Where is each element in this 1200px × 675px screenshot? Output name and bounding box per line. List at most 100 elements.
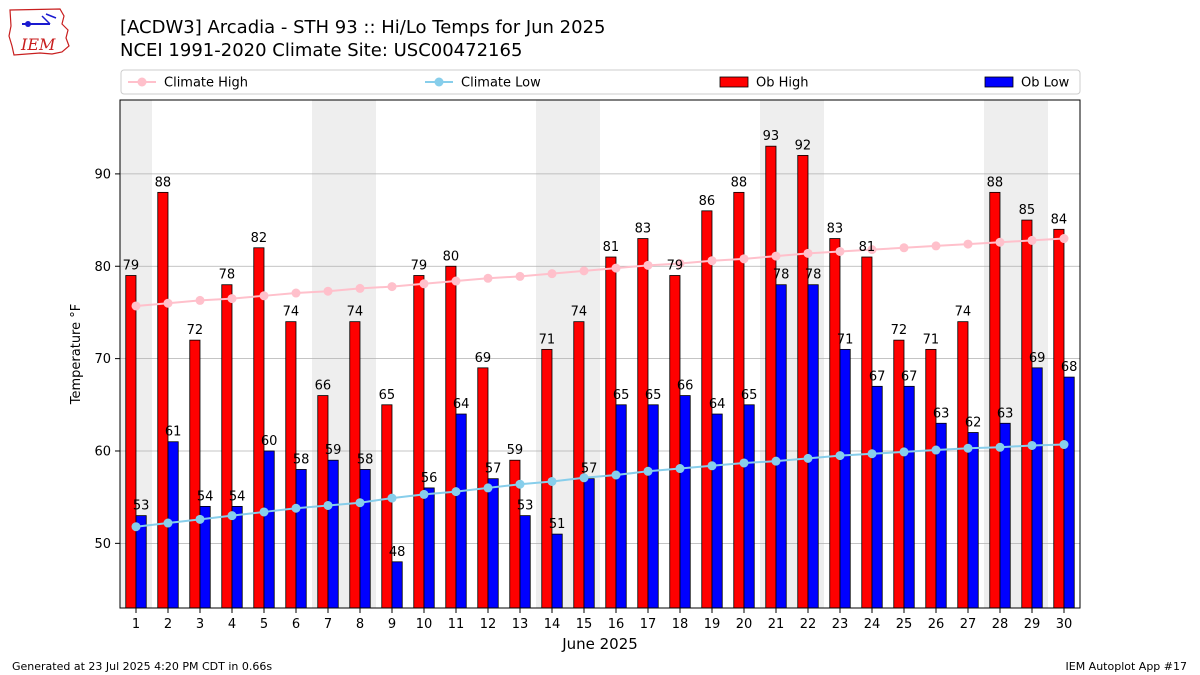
x-tick-label-26: 26	[928, 617, 945, 632]
bar-ob-low-24	[871, 385, 883, 609]
point-climate-high-19	[707, 256, 717, 266]
point-climate-high-12	[483, 273, 493, 283]
legend-swatch-ob-high	[719, 76, 749, 88]
y-axis-label: Temperature °F	[69, 304, 84, 405]
bar-ob-high-5	[253, 247, 265, 609]
point-climate-low-13	[515, 479, 525, 489]
bar-ob-high-26	[925, 348, 937, 609]
x-tick-label-13: 13	[512, 617, 529, 632]
label-ob-low-10: 56	[421, 471, 438, 486]
bar-ob-low-29	[1031, 367, 1043, 609]
label-ob-high-19: 86	[699, 194, 716, 209]
x-tick-label-16: 16	[608, 617, 625, 632]
label-ob-high-4: 78	[219, 268, 236, 283]
point-climate-high-9	[387, 282, 397, 292]
point-climate-low-16	[611, 470, 621, 480]
label-ob-high-17: 83	[635, 222, 652, 237]
bar-ob-low-22	[807, 284, 819, 609]
x-tick-label-11: 11	[448, 617, 465, 632]
label-ob-low-19: 64	[709, 397, 726, 412]
label-ob-low-25: 67	[901, 369, 918, 384]
legend-marker-climate-high	[137, 77, 147, 87]
x-tick-label-29: 29	[1024, 617, 1041, 632]
bar-ob-high-27	[957, 321, 969, 609]
x-tick-label-20: 20	[736, 617, 753, 632]
point-climate-high-26	[931, 241, 941, 251]
bar-ob-low-18	[679, 395, 691, 609]
bar-ob-low-30	[1063, 376, 1075, 609]
chart-subtitle: NCEI 1991-2020 Climate Site: USC00472165	[120, 40, 523, 61]
bar-ob-low-23	[839, 348, 851, 609]
y-tick-label-50: 50	[94, 537, 111, 552]
x-tick-label-9: 9	[388, 617, 396, 632]
bar-ob-low-7	[327, 459, 339, 609]
x-tick-label-27: 27	[960, 617, 977, 632]
label-ob-low-8: 58	[357, 452, 374, 467]
label-ob-low-14: 51	[549, 517, 566, 532]
point-climate-low-26	[931, 445, 941, 455]
label-ob-low-30: 68	[1061, 360, 1078, 375]
label-ob-high-1: 79	[123, 258, 140, 273]
legend-swatch-ob-low	[984, 76, 1014, 88]
label-ob-low-1: 53	[133, 499, 150, 514]
label-ob-low-21: 78	[773, 268, 790, 283]
legend: Climate High Climate Low Ob High Ob Low	[120, 69, 1081, 95]
x-tick-label-17: 17	[640, 617, 657, 632]
point-climate-low-21	[771, 456, 781, 466]
x-tick-label-23: 23	[832, 617, 849, 632]
label-ob-high-9: 65	[379, 388, 396, 403]
point-climate-low-19	[707, 461, 717, 471]
line-climate-low	[135, 443, 1065, 528]
plot-frame	[119, 99, 1081, 609]
point-climate-low-6	[291, 503, 301, 513]
x-tick-label-10: 10	[416, 617, 433, 632]
point-climate-low-28	[995, 442, 1005, 452]
x-tick-label-8: 8	[356, 617, 364, 632]
bar-ob-high-17	[637, 238, 649, 609]
bar-ob-high-21	[765, 145, 777, 609]
bar-ob-high-22	[797, 155, 809, 609]
bar-ob-low-21	[775, 284, 787, 609]
bar-ob-low-15	[583, 478, 595, 609]
label-ob-low-12: 57	[485, 462, 502, 477]
chart-title: [ACDW3] Arcadia - STH 93 :: Hi/Lo Temps …	[120, 17, 606, 38]
point-climate-low-23	[835, 451, 845, 461]
label-ob-low-20: 65	[741, 388, 758, 403]
label-ob-low-16: 65	[613, 388, 630, 403]
bar-ob-low-25	[903, 385, 915, 609]
label-ob-high-22: 92	[795, 138, 812, 153]
legend-label-ob-high: Ob High	[756, 76, 809, 91]
point-climate-low-25	[899, 447, 909, 457]
x-tick-label-28: 28	[992, 617, 1009, 632]
point-climate-low-7	[323, 500, 333, 510]
x-tick-label-25: 25	[896, 617, 913, 632]
point-climate-low-4	[227, 511, 237, 521]
label-ob-high-12: 69	[475, 351, 492, 366]
point-climate-high-1	[131, 301, 141, 311]
bar-ob-high-16	[605, 256, 617, 609]
point-climate-high-30	[1059, 234, 1069, 244]
point-climate-low-18	[675, 464, 685, 474]
label-ob-high-15: 74	[571, 305, 588, 320]
bar-ob-high-3	[189, 339, 201, 609]
bar-ob-low-9	[391, 561, 403, 609]
point-climate-low-27	[963, 443, 973, 453]
label-ob-low-5: 60	[261, 434, 278, 449]
label-ob-low-17: 65	[645, 388, 662, 403]
point-climate-high-27	[963, 239, 973, 249]
point-climate-high-2	[163, 298, 173, 308]
point-climate-high-20	[739, 254, 749, 264]
iem-logo-icon: IEM	[8, 8, 70, 56]
bar-ob-low-10	[423, 487, 435, 609]
x-tick-label-12: 12	[480, 617, 497, 632]
label-ob-low-26: 63	[933, 406, 950, 421]
bar-ob-high-23	[829, 238, 841, 609]
label-ob-low-3: 54	[197, 489, 214, 504]
label-ob-high-21: 93	[763, 129, 780, 144]
bar-ob-low-27	[967, 432, 979, 609]
bar-ob-high-4	[221, 284, 233, 609]
legend-label-climate-low: Climate Low	[461, 76, 541, 91]
x-tick-label-3: 3	[196, 617, 204, 632]
y-tick-label-80: 80	[94, 260, 111, 275]
bar-ob-low-14	[551, 533, 563, 609]
